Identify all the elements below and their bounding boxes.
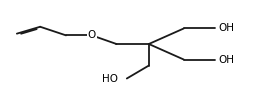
Text: O: O [88, 30, 96, 40]
Text: OH: OH [219, 23, 235, 33]
Text: HO: HO [102, 74, 118, 84]
Text: OH: OH [219, 55, 235, 65]
